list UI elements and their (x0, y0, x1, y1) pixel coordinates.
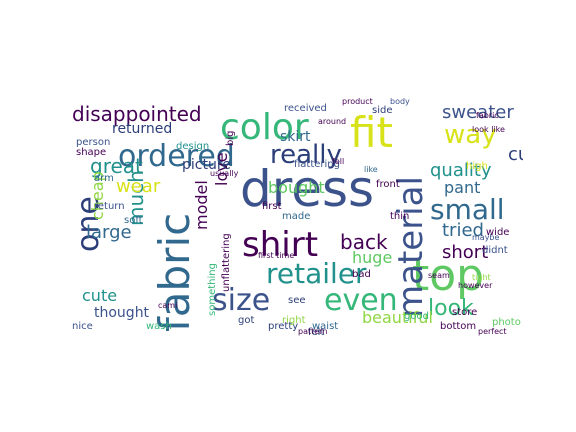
word-fell: fell (332, 157, 345, 166)
word-thought: thought (94, 305, 150, 321)
word-usually: usually (210, 169, 239, 178)
word-big: big (225, 130, 236, 146)
word-right: right (282, 315, 306, 326)
word-didnt: didnt (482, 245, 508, 256)
word-received: received (284, 103, 327, 114)
word-look: look (428, 296, 474, 321)
word-bought: bought (268, 178, 325, 197)
word-shirt: shirt (242, 225, 319, 265)
word-wear: wear (116, 176, 161, 197)
word-pant: pant (444, 178, 481, 197)
word-thin: thin (390, 211, 410, 222)
word-disappointed: disappointed (72, 102, 202, 126)
word-great: great (90, 154, 143, 178)
word-top: top (412, 250, 485, 301)
word-product: product (342, 97, 373, 106)
word-front: front (376, 179, 400, 190)
word-bottom: bottom (440, 321, 477, 332)
word-back: back (340, 230, 388, 254)
word-pretty: pretty (268, 321, 299, 332)
word-way: way (444, 120, 497, 150)
word-flattering: flattering (294, 159, 340, 170)
word-wash: wash (146, 321, 172, 332)
word-cami: cami (158, 301, 178, 310)
word-wide: wide (486, 227, 510, 238)
word-retailer: retailer (266, 257, 367, 290)
word-person: person (76, 137, 111, 148)
word-cloud: dress top fit fabric shirt color materia… (72, 96, 523, 336)
word-even: even (324, 283, 398, 318)
word-high: high (466, 161, 488, 172)
word-tight: tight (472, 273, 491, 282)
word-body: body (390, 97, 410, 106)
word-small: small (430, 193, 505, 226)
word-skirt: skirt (280, 129, 311, 145)
word-store: store (452, 307, 478, 318)
word-side: side (372, 105, 393, 116)
word-waist: waist (312, 321, 339, 332)
word-bad: bad (352, 269, 371, 280)
word-model: model (192, 180, 211, 230)
word-cut: cut (508, 144, 523, 165)
word-fabric: fabric (150, 212, 199, 332)
word-first-time: first time (258, 251, 295, 260)
word-sweater: sweater (442, 102, 514, 123)
word-first: first (262, 201, 282, 212)
word-good: good (404, 311, 429, 322)
word-picture: picture (182, 157, 231, 173)
word-got: got (238, 315, 255, 326)
word-quality: quality (430, 160, 492, 181)
word-something: something (207, 263, 218, 316)
word-around: around (318, 117, 347, 126)
word-large: large (86, 222, 132, 243)
word-fabric-small: fabric (476, 111, 499, 120)
word-photo: photo (492, 317, 521, 328)
word-soft: soft (124, 215, 143, 226)
word-size: size (212, 283, 271, 318)
word-arm: arm (94, 173, 114, 184)
word-design: design (176, 141, 210, 152)
word-returned: returned (112, 121, 173, 137)
word-dress: dress (240, 160, 375, 218)
word-nice: nice (72, 321, 93, 332)
word-material: material (391, 176, 431, 318)
word-felt: felt (308, 327, 325, 337)
word-tried: tried (442, 220, 484, 241)
word-seam: seam (428, 271, 450, 280)
word-pattern: pattern (298, 327, 328, 336)
word-see: see (288, 295, 306, 306)
word-fit: fit (350, 108, 393, 157)
word-cute: cute (82, 286, 118, 305)
word-beautiful: beautiful (362, 308, 433, 327)
word-made: made (282, 211, 311, 222)
word-short: short (442, 242, 489, 263)
word-really: really (270, 140, 342, 170)
word-perfect: perfect (478, 327, 507, 336)
word-look-like: look like (472, 125, 505, 134)
word-ordered: ordered (118, 139, 235, 174)
word-color: color (220, 107, 309, 148)
word-unflattering: unflattering (221, 233, 232, 292)
word-maybe: maybe (472, 233, 500, 242)
word-return: return (94, 201, 125, 212)
word-huge: huge (352, 248, 393, 267)
word-shape: shape (76, 147, 107, 158)
word-however: however (458, 281, 493, 290)
word-like: like (364, 165, 378, 174)
